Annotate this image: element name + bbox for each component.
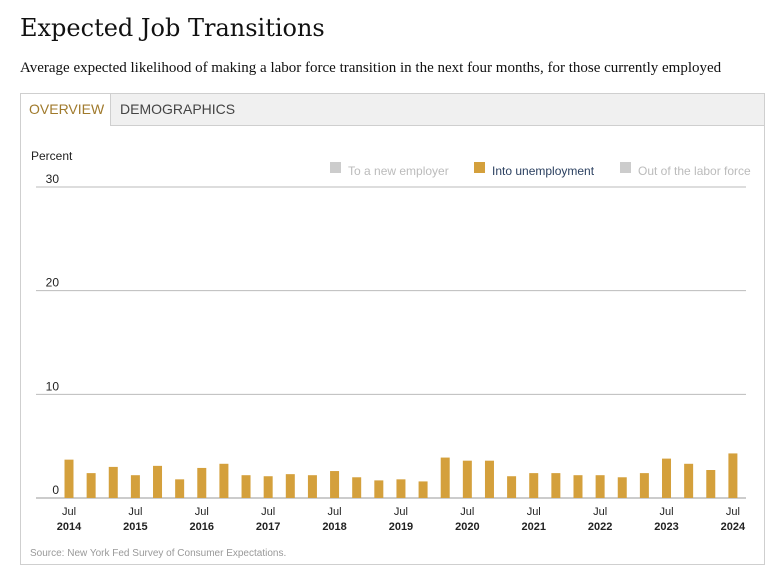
x-tick-month: Jul: [128, 506, 142, 518]
bar: [86, 473, 96, 498]
bar: [307, 475, 317, 498]
source-note: Source: New York Fed Survey of Consumer …: [30, 548, 287, 559]
y-tick-label: 30: [46, 172, 60, 186]
bar: [706, 470, 716, 498]
y-tick-label: 10: [46, 379, 60, 393]
bar: [529, 473, 539, 498]
x-tick-year: 2021: [521, 521, 545, 533]
bar: [330, 471, 340, 498]
page-title: Expected Job Transitions: [20, 14, 325, 42]
bar: [374, 480, 384, 498]
tab-overview[interactable]: OVERVIEW: [21, 94, 111, 126]
bar: [418, 481, 428, 498]
page-subtitle: Average expected likelihood of making a …: [20, 60, 722, 76]
x-tick-year: 2017: [256, 521, 280, 533]
bar: [440, 457, 450, 498]
x-tick-year: 2019: [389, 521, 413, 533]
x-tick-year: 2016: [190, 521, 214, 533]
bar: [617, 477, 627, 498]
bar: [507, 476, 517, 498]
bar: [153, 465, 163, 498]
x-tick-year: 2015: [123, 521, 147, 533]
y-tick-label: 20: [46, 276, 60, 290]
bar: [130, 475, 140, 498]
x-tick-month: Jul: [328, 506, 342, 518]
bar: [484, 460, 494, 498]
bar: [241, 475, 251, 498]
bar: [175, 479, 185, 498]
bar: [684, 463, 694, 498]
x-tick-year: 2018: [322, 521, 346, 533]
bar: [662, 458, 672, 498]
legend-swatch: [620, 162, 631, 173]
x-tick-month: Jul: [261, 506, 275, 518]
x-tick-month: Jul: [62, 506, 76, 518]
x-tick-year: 2023: [654, 521, 678, 533]
y-tick-label: 0: [52, 483, 59, 497]
bar: [639, 473, 649, 498]
tab-bar: OVERVIEW DEMOGRAPHICS: [21, 94, 764, 126]
x-tick-month: Jul: [460, 506, 474, 518]
x-tick-year: 2014: [57, 521, 82, 533]
legend-label: To a new employer: [348, 164, 449, 178]
legend-swatch: [474, 162, 485, 173]
x-tick-year: 2020: [455, 521, 479, 533]
x-tick-year: 2024: [721, 521, 746, 533]
bar: [64, 459, 74, 498]
bar: [108, 466, 118, 498]
bar: [396, 479, 406, 498]
bar: [263, 476, 273, 498]
x-tick-month: Jul: [195, 506, 209, 518]
bar: [728, 453, 738, 498]
bar: [352, 477, 362, 498]
bar: [595, 475, 605, 498]
x-tick-month: Jul: [593, 506, 607, 518]
tab-demographics[interactable]: DEMOGRAPHICS: [120, 101, 236, 117]
bar: [573, 475, 583, 498]
x-tick-month: Jul: [726, 506, 740, 518]
bar: [462, 460, 472, 498]
chart-panel: OVERVIEW DEMOGRAPHICS: [20, 93, 765, 565]
x-tick-month: Jul: [659, 506, 673, 518]
x-tick-month: Jul: [527, 506, 541, 518]
bar: [219, 463, 229, 498]
bar: [197, 467, 207, 498]
x-tick-month: Jul: [394, 506, 408, 518]
bar: [551, 473, 561, 498]
legend-swatch: [330, 162, 341, 173]
legend-label: Into unemployment: [492, 164, 595, 178]
legend-label: Out of the labor force: [638, 164, 751, 178]
bar: [285, 474, 295, 498]
x-tick-year: 2022: [588, 521, 612, 533]
y-axis-title: Percent: [31, 149, 73, 163]
